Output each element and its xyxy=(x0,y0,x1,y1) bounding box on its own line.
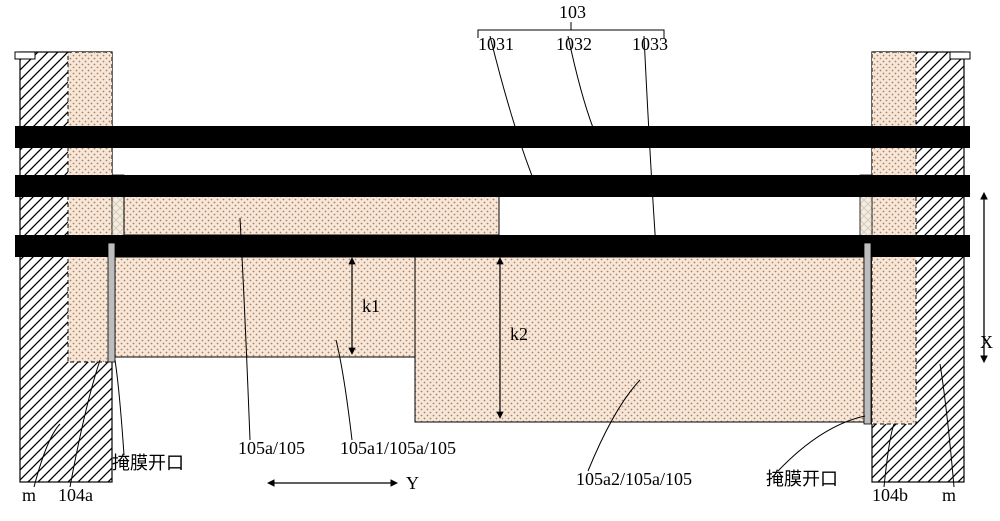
bar-1032 xyxy=(15,126,970,148)
label-mask_left: 掩膜开口 xyxy=(112,453,184,473)
axis-x: X xyxy=(980,195,993,360)
label-l1032: 1032 xyxy=(556,34,592,54)
bar-1033 xyxy=(15,235,970,257)
label-l104a: 104a xyxy=(58,485,93,505)
label-mask_right: 掩膜开口 xyxy=(766,469,838,489)
bar-1031 xyxy=(15,175,970,197)
axis-y: Y xyxy=(270,473,419,493)
label-l1033: 1033 xyxy=(632,34,668,54)
svg-text:k1: k1 xyxy=(362,296,380,316)
mask-opening-right xyxy=(864,243,871,424)
leader-l1031 xyxy=(490,36,536,186)
region-105a2 xyxy=(415,257,864,422)
svg-text:103: 103 xyxy=(559,2,586,22)
leader-mask_left xyxy=(115,360,124,455)
svg-text:X: X xyxy=(980,332,993,352)
label-l105a2: 105a2/105a/105 xyxy=(576,469,692,489)
figure: k1 k2 X Y 103 1031 1032 1033 105a/105 105a1/… xyxy=(0,0,1000,521)
label-l105a105: 105a/105 xyxy=(238,438,305,458)
leader-mask_right xyxy=(778,416,865,471)
label-l1031: 1031 xyxy=(478,34,514,54)
svg-text:k2: k2 xyxy=(510,324,528,344)
callout-103-group: 103 xyxy=(478,2,664,38)
label-l104b: 104b xyxy=(872,485,908,505)
label-l105a1: 105a1/105a/105 xyxy=(340,438,456,458)
column-right xyxy=(860,52,970,482)
label-m_left: m xyxy=(22,485,36,505)
mask-opening-left xyxy=(108,243,115,362)
region-105a-top xyxy=(124,196,499,235)
svg-text:Y: Y xyxy=(406,473,419,493)
label-m_right: m xyxy=(942,485,956,505)
